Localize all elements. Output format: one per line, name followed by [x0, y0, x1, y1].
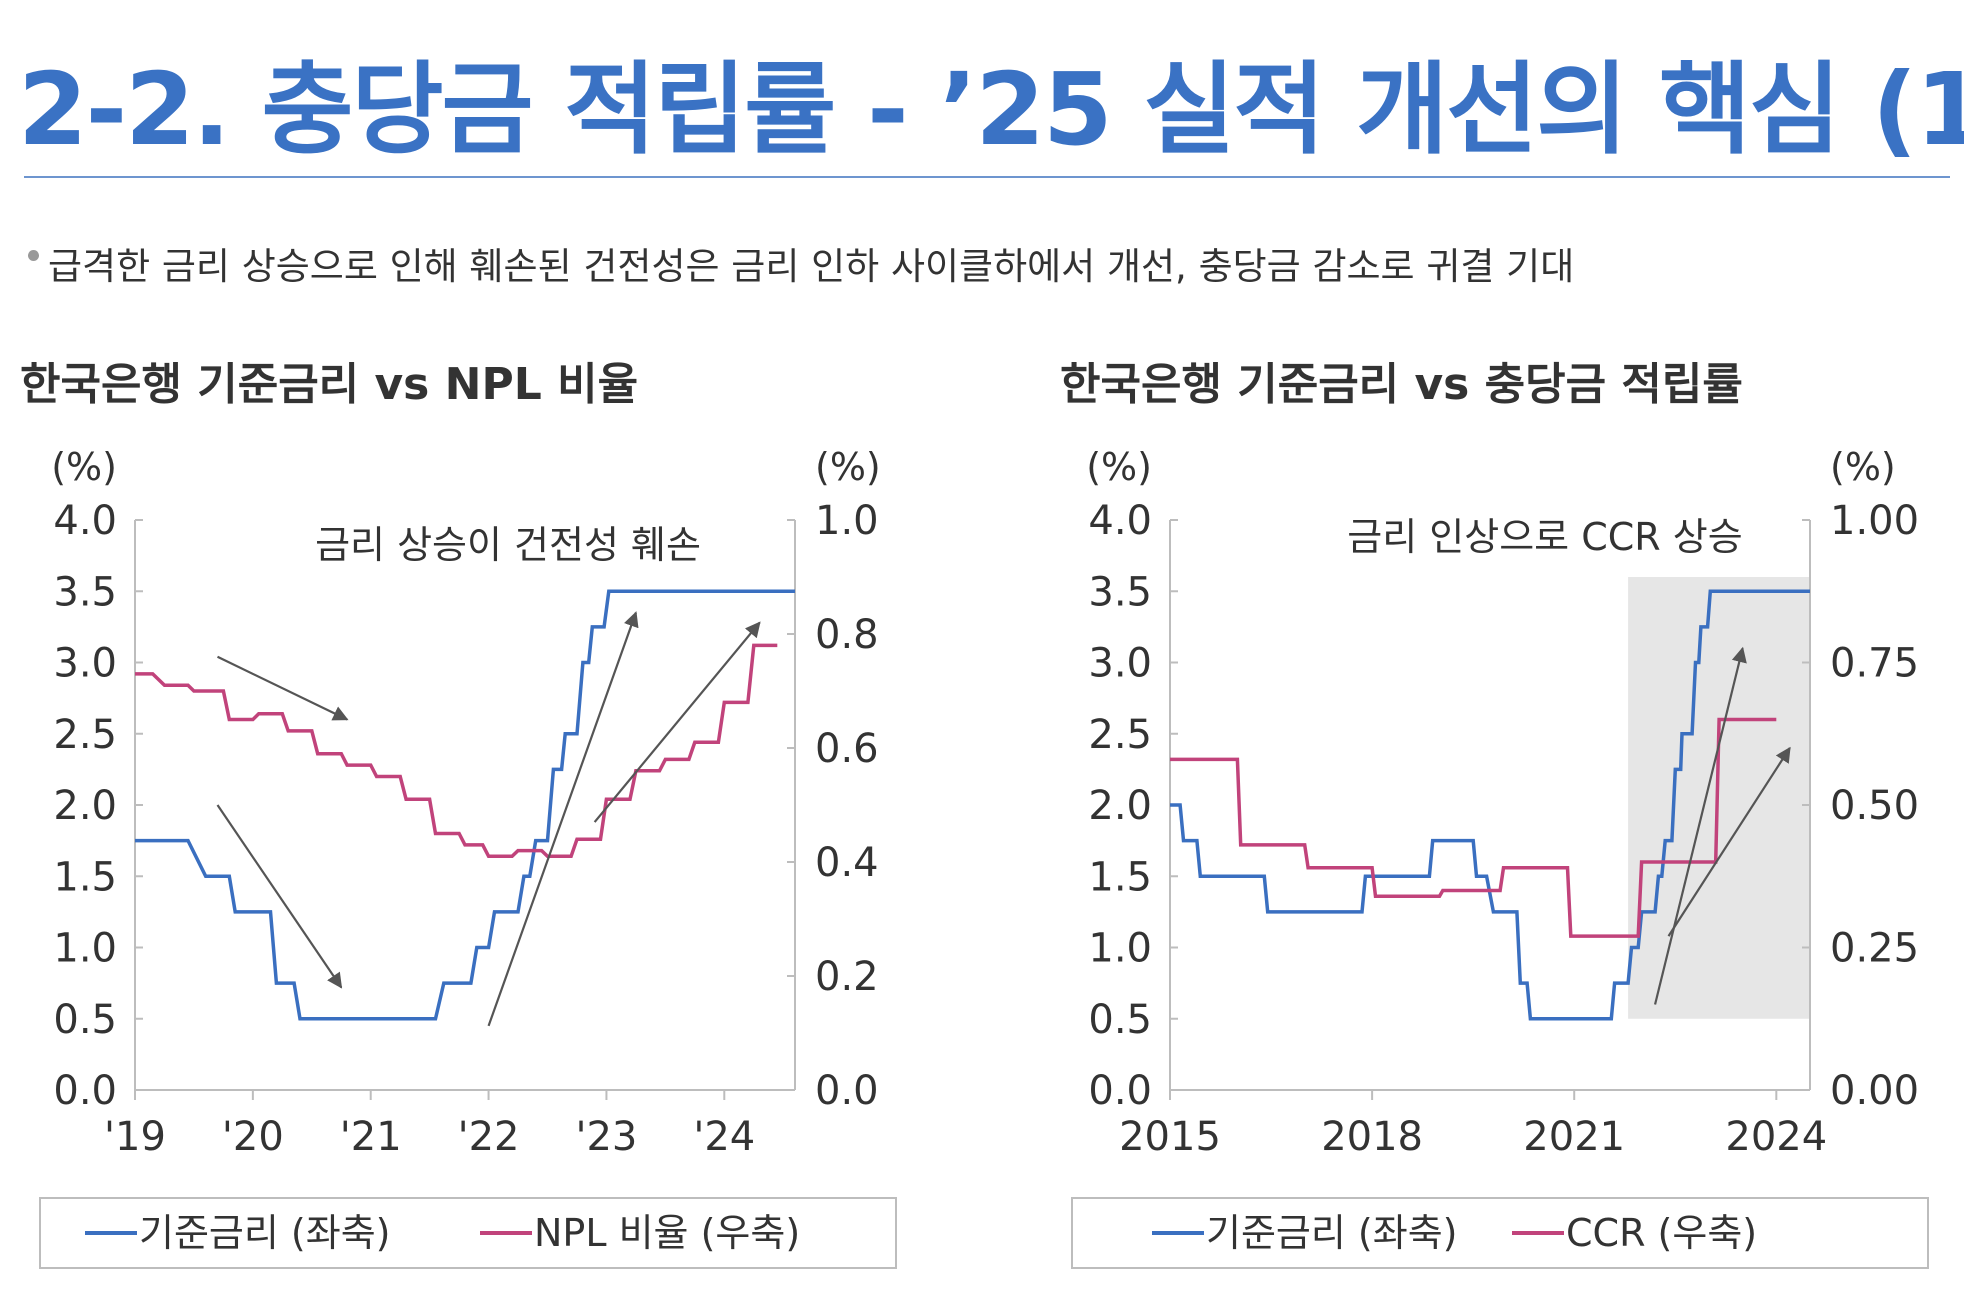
- x-tick-label: '21: [340, 1114, 402, 1160]
- x-tick-label: 2021: [1523, 1114, 1625, 1160]
- y-left-tick-label: 2.5: [53, 712, 117, 758]
- chart-annotation: 금리 인상으로 CCR 상승: [1347, 515, 1742, 559]
- x-tick-label: 2024: [1725, 1114, 1827, 1160]
- x-tick-label: '19: [104, 1114, 166, 1160]
- y-right-tick-label: 0.00: [1830, 1068, 1919, 1114]
- trend-arrow: [1667, 746, 1791, 937]
- y-right-tick-label: 1.0: [815, 498, 879, 544]
- x-tick-label: 2018: [1321, 1114, 1423, 1160]
- legend-box: [1071, 1197, 1929, 1269]
- y-left-tick-label: 0.0: [53, 1068, 117, 1114]
- x-tick-label: '22: [458, 1114, 520, 1160]
- x-tick-label: '23: [575, 1114, 637, 1160]
- y-right-tick-label: 0.75: [1830, 641, 1919, 687]
- highlight-region: [1628, 577, 1810, 1019]
- y-right-tick-label: 0.4: [815, 840, 879, 886]
- trend-arrow: [217, 655, 349, 721]
- legend-label: 기준금리 (좌축): [139, 1211, 391, 1255]
- y-right-tick-label: 0.8: [815, 612, 879, 658]
- trend-arrow: [216, 804, 343, 989]
- y-left-tick-label: 1.0: [1088, 926, 1152, 972]
- trend-arrow: [1653, 646, 1747, 1005]
- y-right-unit: (%): [815, 445, 881, 489]
- y-left-tick-label: 1.0: [53, 926, 117, 972]
- y-right-tick-label: 0.0: [815, 1068, 879, 1114]
- y-left-tick-label: 3.5: [53, 569, 117, 615]
- chart-base-rate-vs-npl: (%) (%) 0.0 0.5 1.0 1.5 2.0 2.5 3.0 3.5 4.0 0.0 0.2 0…: [39, 445, 897, 1269]
- y-right-tick-label: 0.25: [1830, 926, 1919, 972]
- y-right-tick-label: 0.50: [1830, 783, 1919, 829]
- chart-annotation: 금리 상승이 건전성 훼손: [315, 523, 701, 567]
- y-left-tick-label: 0.5: [1088, 997, 1152, 1043]
- y-left-tick-label: 3.0: [53, 641, 117, 687]
- chart-base-rate-vs-ccr: (%) (%) 0.0 0.5 1.0 1.5 2.0 2.5 3.0 3.5 4.0 0.00 0.2…: [1071, 445, 1929, 1269]
- y-left-tick-label: 1.5: [53, 854, 117, 900]
- y-left-tick-label: 2.5: [1088, 712, 1152, 758]
- x-tick-label: 2015: [1119, 1114, 1221, 1160]
- series-line-ccr: [1170, 717, 1777, 938]
- trend-arrow: [487, 611, 639, 1027]
- y-left-tick-label: 4.0: [53, 498, 117, 544]
- legend-label: CCR (우축): [1566, 1211, 1757, 1255]
- chart-title-npl: 한국은행 기준금리 vs NPL 비율: [20, 359, 639, 410]
- x-tick-label: '24: [693, 1114, 755, 1160]
- y-right-unit: (%): [1830, 445, 1896, 489]
- trend-arrow: [593, 621, 761, 823]
- title-divider: [24, 176, 1950, 178]
- y-right-tick-label: 0.2: [815, 954, 879, 1000]
- y-left-tick-label: 2.0: [1088, 783, 1152, 829]
- y-left-tick-label: 0.0: [1088, 1068, 1152, 1114]
- y-left-unit: (%): [51, 445, 117, 489]
- y-right-tick-label: 0.6: [815, 726, 879, 772]
- series-line-npl: [135, 643, 778, 859]
- bullet-icon: [28, 250, 39, 261]
- page-title: 2-2. 충당금 적립률 - ’25 실적 개선의 핵심 (1): [18, 51, 1964, 168]
- y-left-tick-label: 3.5: [1088, 569, 1152, 615]
- y-left-tick-label: 3.0: [1088, 641, 1152, 687]
- series-line-base-rate: [1170, 589, 1810, 1021]
- series-line-base-rate: [135, 589, 795, 1021]
- chart-title-ccr: 한국은행 기준금리 vs 충당금 적립률: [1060, 359, 1743, 410]
- page-subtitle: 급격한 금리 상승으로 인해 훼손된 건전성은 금리 인하 사이클하에서 개선,…: [48, 245, 1575, 288]
- legend-box: [39, 1197, 897, 1269]
- legend-label: 기준금리 (좌축): [1206, 1211, 1458, 1255]
- y-left-tick-label: 4.0: [1088, 498, 1152, 544]
- x-tick-label: '20: [222, 1114, 284, 1160]
- y-left-unit: (%): [1086, 445, 1152, 489]
- y-left-tick-label: 2.0: [53, 783, 117, 829]
- y-left-tick-label: 1.5: [1088, 854, 1152, 900]
- y-left-tick-label: 0.5: [53, 997, 117, 1043]
- legend-label: NPL 비율 (우축): [534, 1211, 800, 1255]
- y-right-tick-label: 1.00: [1830, 498, 1919, 544]
